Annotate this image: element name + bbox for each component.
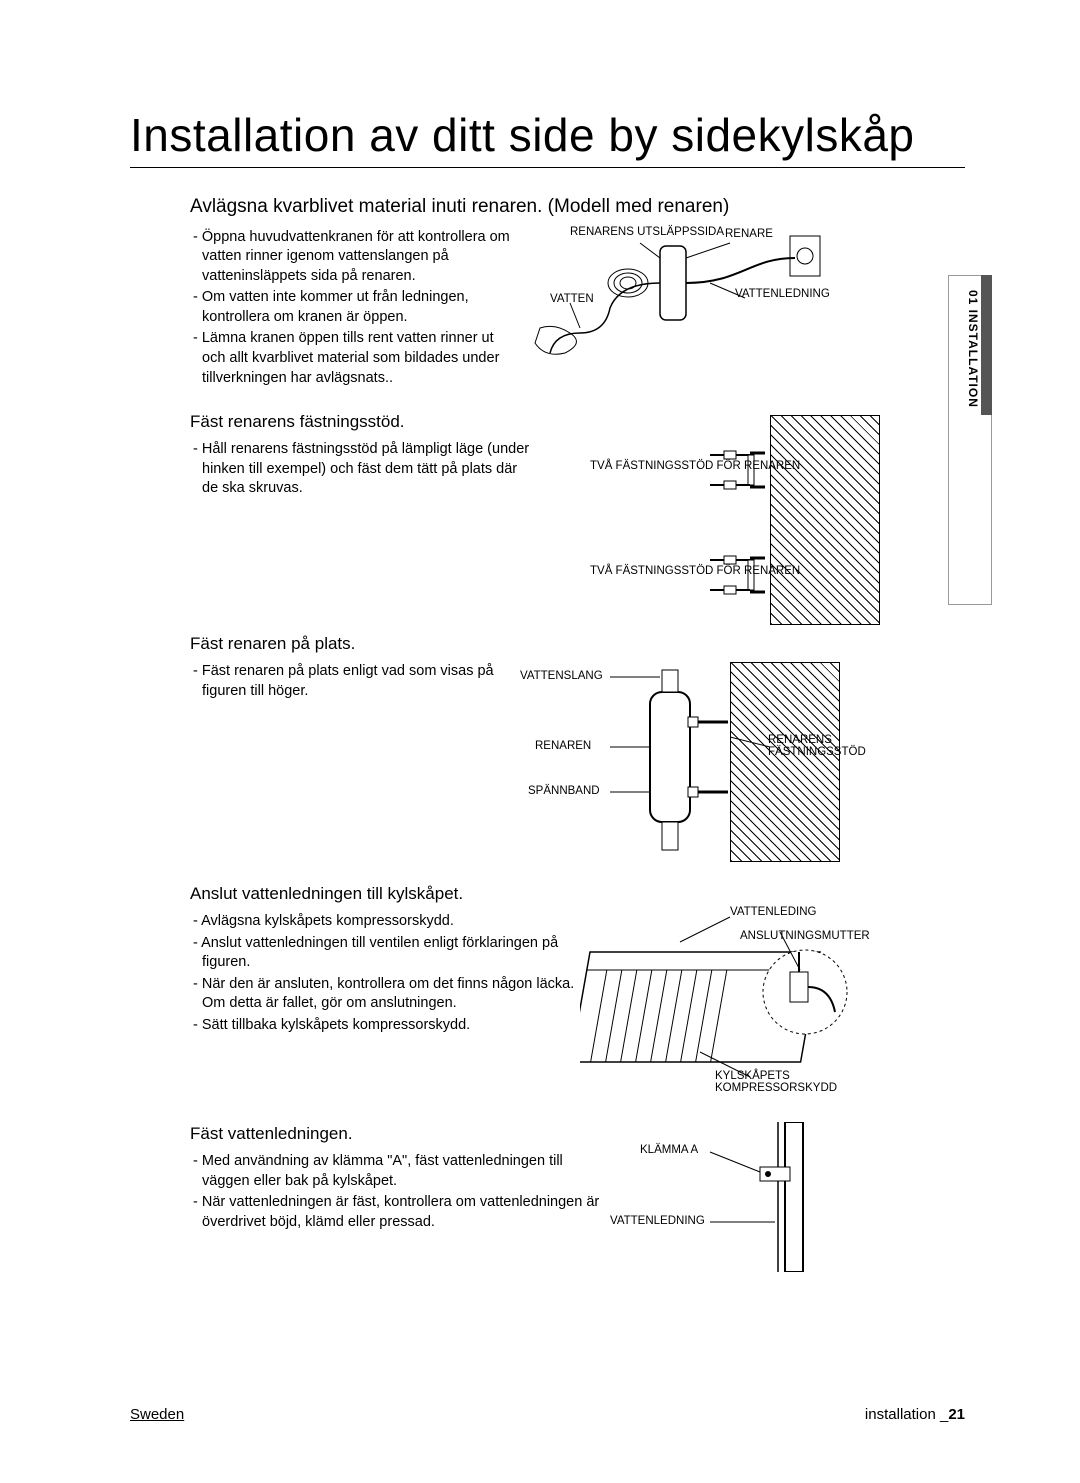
bullet: - Håll renarens fästningsstöd på lämplig…: [190, 440, 530, 499]
page: Installation av ditt side by sidekylskåp…: [0, 0, 1080, 1483]
section4-heading: Anslut vattenledningen till kylskåpet.: [130, 884, 480, 904]
bullet-text: När vattenledningen är fäst, kontrollera…: [202, 1194, 599, 1230]
label-clip: RENARENS FÄSTNINGSSTÖD: [768, 734, 868, 758]
bullet-text: Anslut vattenledningen till ventilen enl…: [201, 935, 558, 971]
section2-list: - Håll renarens fästningsstöd på lämplig…: [130, 440, 530, 499]
bullet-text: Öppna huvudvattenkranen för att kontroll…: [202, 229, 510, 284]
bullet-text: Fäst renaren på plats enligt vad som vis…: [202, 663, 494, 699]
label-line: VATTENLEDNING: [735, 288, 830, 300]
bullet-text: När den är ansluten, kontrollera om det …: [202, 976, 574, 1012]
footer-section-label: installation _: [865, 1406, 948, 1423]
section4-row: - Avlägsna kylskåpets kompressorskydd. -…: [130, 912, 965, 1102]
bullet-text: Sätt tillbaka kylskåpets kompressorskydd…: [202, 1017, 470, 1033]
section1-text: - Öppna huvudvattenkranen för att kontro…: [130, 228, 510, 391]
section2-row: - Håll renarens fästningsstöd på lämplig…: [130, 440, 965, 630]
section4-text: - Avlägsna kylskåpets kompressorskydd. -…: [130, 912, 580, 1037]
bullet-text: Håll renarens fästningsstöd på lämpligt …: [202, 441, 529, 496]
label-clip2: TVÅ FÄSTNINGSSTÖD FÖR RENAREN: [590, 565, 705, 577]
bullet: - När den är ansluten, kontrollera om de…: [190, 975, 580, 1014]
page-title: Installation av ditt side by sidekylskåp: [130, 110, 965, 168]
section5-diagram: KLÄMMA A VATTENLEDNING: [610, 1122, 870, 1272]
section4-diagram: VATTENLEDING ANSLUTNINGSMUTTER KYLSKÅPET…: [580, 912, 880, 1102]
section2-diagram: TVÅ FÄSTNINGSSTÖD FÖR RENAREN TVÅ FÄSTNI…: [530, 440, 880, 630]
bullet-text: Med användning av klämma "A", fäst vatte…: [202, 1153, 563, 1189]
section5-list: - Med användning av klämma "A", fäst vat…: [130, 1152, 610, 1232]
label-filter: RENARE: [725, 228, 773, 240]
label-hose: VATTENSLANG: [520, 670, 603, 682]
bullet: - När vattenledningen är fäst, kontrolle…: [190, 1193, 610, 1232]
label-band: SPÄNNBAND: [528, 785, 600, 797]
bullet: - Avlägsna kylskåpets kompressorskydd.: [190, 912, 580, 932]
section5-text: - Med användning av klämma "A", fäst vat…: [130, 1152, 610, 1234]
label-cover: KYLSKÅPETS KOMPRESSORSKYDD: [715, 1070, 875, 1094]
section1-row: - Öppna huvudvattenkranen för att kontro…: [130, 228, 965, 391]
bullet: - Öppna huvudvattenkranen för att kontro…: [190, 228, 510, 287]
section4-list: - Avlägsna kylskåpets kompressorskydd. -…: [130, 912, 580, 1035]
section3-diagram: VATTENSLANG RENAREN SPÄNNBAND RENARENS F…: [510, 662, 880, 862]
footer-country: Sweden: [130, 1406, 184, 1423]
footer-page: installation _21: [865, 1406, 965, 1423]
section3-list: - Fäst renaren på plats enligt vad som v…: [130, 662, 510, 701]
label-line: VATTENLEDING: [730, 906, 816, 918]
section2-text: - Håll renarens fästningsstöd på lämplig…: [130, 440, 530, 501]
section1-list: - Öppna huvudvattenkranen för att kontro…: [130, 228, 510, 389]
section5-row: - Med användning av klämma "A", fäst vat…: [130, 1152, 965, 1272]
side-tab-label: 01 INSTALLATION: [966, 290, 980, 408]
label-filter: RENAREN: [535, 740, 591, 752]
wall-hatch: [770, 415, 880, 625]
bullet-text: Om vatten inte kommer ut från ledningen,…: [202, 289, 469, 325]
label-clampA: KLÄMMA A: [640, 1144, 698, 1156]
bullet: - Med användning av klämma "A", fäst vat…: [190, 1152, 610, 1191]
footer-page-number: 21: [948, 1406, 965, 1423]
bullet: - Anslut vattenledningen till ventilen e…: [190, 934, 580, 973]
bullet: - Fäst renaren på plats enligt vad som v…: [190, 662, 510, 701]
section1-heading: Avlägsna kvarblivet material inuti renar…: [130, 196, 965, 218]
bullet: - Sätt tillbaka kylskåpets kompressorsky…: [190, 1016, 580, 1036]
section1-diagram: RENARENS UTSLÄPPSSIDA RENARE VATTEN VATT…: [510, 228, 880, 378]
label-water: VATTEN: [550, 293, 594, 305]
section3-row: - Fäst renaren på plats enligt vad som v…: [130, 662, 965, 862]
footer: Sweden installation _21: [130, 1406, 965, 1423]
bullet-text: Avlägsna kylskåpets kompressorskydd.: [201, 913, 454, 929]
section3-text: - Fäst renaren på plats enligt vad som v…: [130, 662, 510, 703]
label-nut: ANSLUTNINGSMUTTER: [740, 930, 870, 942]
label-line: VATTENLEDNING: [610, 1215, 705, 1227]
section3-heading: Fäst renaren på plats.: [130, 634, 965, 654]
bullet-text: Lämna kranen öppen tills rent vatten rin…: [202, 330, 500, 385]
label-outlet: RENARENS UTSLÄPPSSIDA: [570, 226, 724, 238]
side-tab-marker: [981, 275, 992, 415]
label-clip1: TVÅ FÄSTNINGSSTÖD FÖR RENAREN: [590, 460, 705, 472]
bullet: - Lämna kranen öppen tills rent vatten r…: [190, 329, 510, 388]
wall-hatch: [730, 662, 840, 862]
bullet: - Om vatten inte kommer ut från ledninge…: [190, 288, 510, 327]
